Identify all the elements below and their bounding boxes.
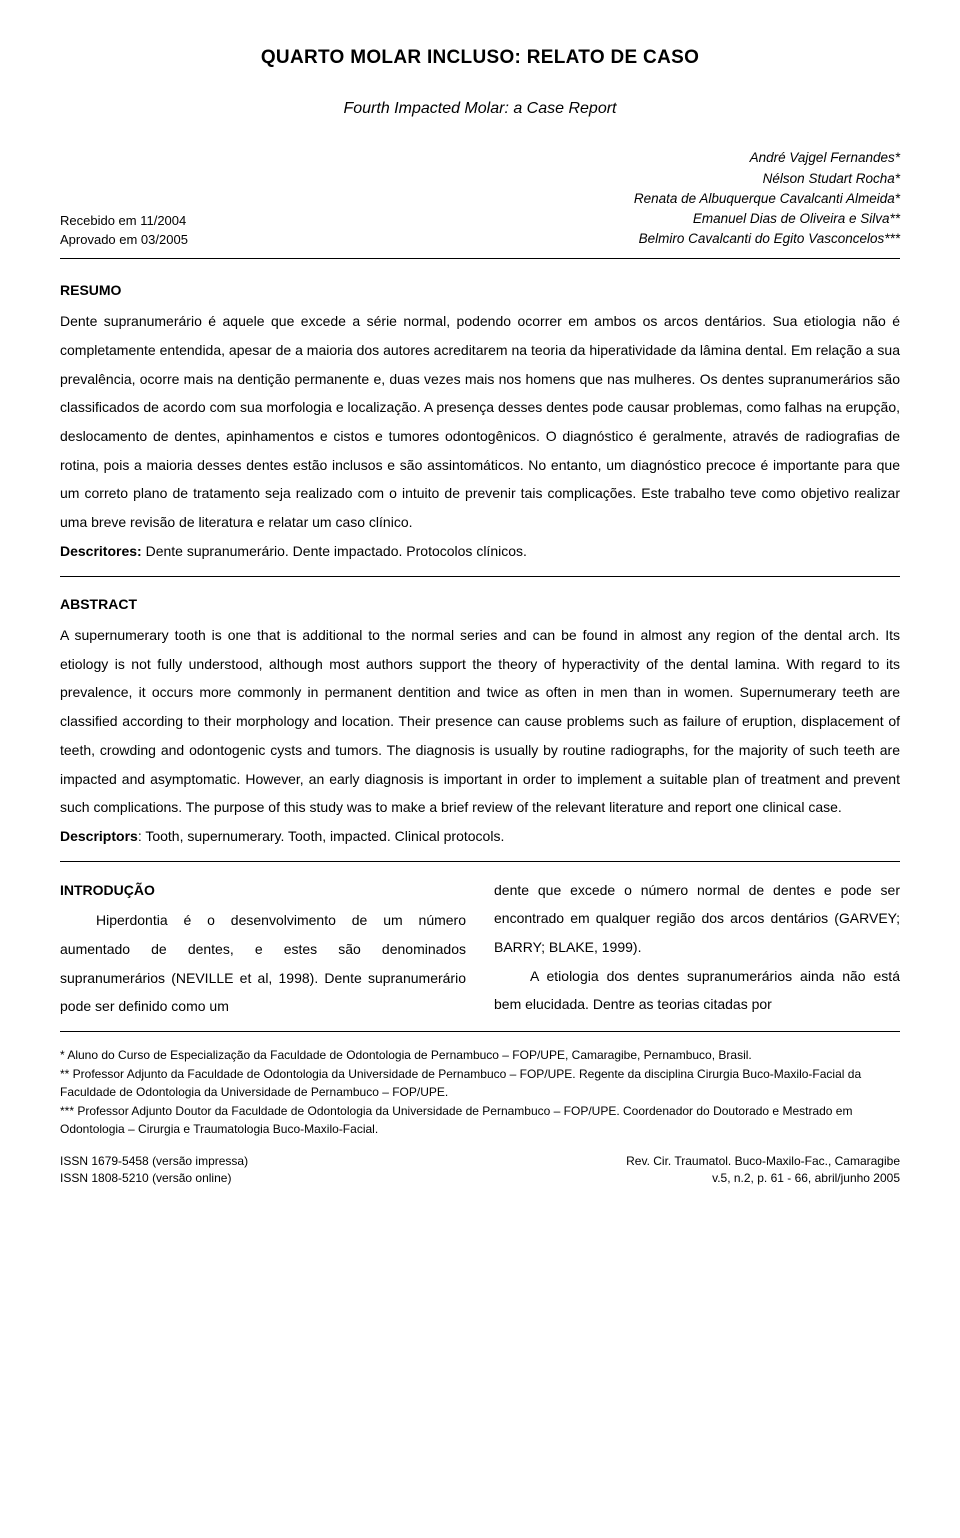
resumo-heading: RESUMO <box>60 277 900 304</box>
author-footnotes: * Aluno do Curso de Especialização da Fa… <box>60 1046 900 1139</box>
author: André Vajgel Fernandes* <box>634 148 900 168</box>
article-subtitle: Fourth Impacted Molar: a Case Report <box>60 94 900 124</box>
submission-dates: Recebido em 11/2004 Aprovado em 03/2005 <box>60 211 188 250</box>
intro-heading: INTRODUÇÃO <box>60 876 466 905</box>
intro-left-column: INTRODUÇÃO Hiperdontia é o desenvolvimen… <box>60 876 466 1021</box>
citation-info: v.5, n.2, p. 61 - 66, abril/junho 2005 <box>626 1170 900 1187</box>
descriptors-text: Dente supranumerário. Dente impactado. P… <box>142 543 527 559</box>
intro-right-column: dente que excede o número normal de dent… <box>494 876 900 1021</box>
intro-left-text: Hiperdontia é o desenvolvimento de um nú… <box>60 906 466 1021</box>
divider <box>60 576 900 577</box>
divider <box>60 861 900 862</box>
footer-left: ISSN 1679-5458 (versão impressa) ISSN 18… <box>60 1153 248 1188</box>
descriptors-label: Descriptors <box>60 828 138 844</box>
intro-columns: INTRODUÇÃO Hiperdontia é o desenvolvimen… <box>60 876 900 1021</box>
resumo-text: Dente supranumerário é aquele que excede… <box>60 307 900 537</box>
descriptors-label: Descritores: <box>60 543 142 559</box>
author: Renata de Albuquerque Cavalcanti Almeida… <box>634 189 900 209</box>
divider <box>60 258 900 259</box>
resumo-descriptors: Descritores: Dente supranumerário. Dente… <box>60 537 900 566</box>
footer-right: Rev. Cir. Traumatol. Buco-Maxilo-Fac., C… <box>626 1153 900 1188</box>
received-date: Recebido em 11/2004 <box>60 211 188 231</box>
author: Belmiro Cavalcanti do Egito Vasconcelos*… <box>634 229 900 249</box>
abstract-heading: ABSTRACT <box>60 591 900 618</box>
page-footer: ISSN 1679-5458 (versão impressa) ISSN 18… <box>60 1153 900 1188</box>
journal-name: Rev. Cir. Traumatol. Buco-Maxilo-Fac., C… <box>626 1153 900 1170</box>
intro-right-text: dente que excede o número normal de dent… <box>494 876 900 962</box>
footnote: * Aluno do Curso de Especialização da Fa… <box>60 1046 900 1065</box>
issn-print: ISSN 1679-5458 (versão impressa) <box>60 1153 248 1170</box>
abstract-descriptors: Descriptors: Tooth, supernumerary. Tooth… <box>60 822 900 851</box>
author: Nélson Studart Rocha* <box>634 169 900 189</box>
footnote: *** Professor Adjunto Doutor da Faculdad… <box>60 1102 900 1139</box>
footnote: ** Professor Adjunto da Faculdade de Odo… <box>60 1065 900 1102</box>
meta-row: Recebido em 11/2004 Aprovado em 03/2005 … <box>60 148 900 249</box>
approved-date: Aprovado em 03/2005 <box>60 230 188 250</box>
author-list: André Vajgel Fernandes* Nélson Studart R… <box>634 148 900 249</box>
issn-online: ISSN 1808-5210 (versão online) <box>60 1170 248 1187</box>
divider <box>60 1031 900 1032</box>
abstract-text: A supernumerary tooth is one that is add… <box>60 621 900 822</box>
article-title: QUARTO MOLAR INCLUSO: RELATO DE CASO <box>60 40 900 76</box>
descriptors-text: : Tooth, supernumerary. Tooth, impacted.… <box>138 828 505 844</box>
author: Emanuel Dias de Oliveira e Silva** <box>634 209 900 229</box>
intro-right-text-2: A etiologia dos dentes supranumerários a… <box>494 962 900 1019</box>
